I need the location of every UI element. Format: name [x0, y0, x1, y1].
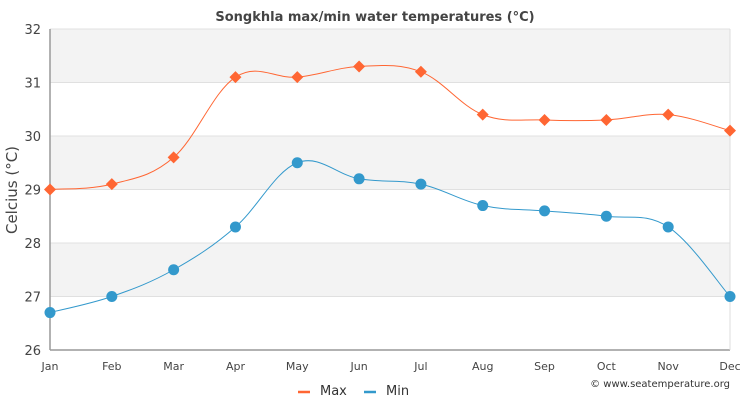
data-point-max[interactable]: [476, 108, 489, 121]
x-tick-label: Nov: [657, 360, 679, 373]
data-point-min[interactable]: [415, 178, 427, 190]
data-point-min[interactable]: [168, 264, 180, 276]
data-point-min[interactable]: [291, 157, 303, 169]
credit-text: © www.seatemperature.org: [590, 379, 730, 390]
data-point-max[interactable]: [44, 183, 56, 196]
plot-band: [50, 29, 730, 83]
plot-bands: [50, 29, 730, 297]
x-tick-label: May: [286, 360, 309, 373]
x-tick-label: Apr: [226, 360, 246, 373]
data-point-max[interactable]: [167, 151, 180, 164]
data-point-max[interactable]: [291, 71, 304, 84]
x-tick-label: Jun: [349, 360, 367, 373]
x-tick-label: Jan: [41, 360, 59, 373]
x-tick-label: Sep: [534, 360, 555, 373]
data-point-max[interactable]: [353, 60, 366, 73]
data-point-max[interactable]: [229, 71, 242, 84]
legend: Max Min: [298, 384, 409, 399]
y-tick-label: 27: [24, 291, 41, 306]
x-tick-label: Dec: [719, 360, 740, 373]
data-point-min[interactable]: [229, 221, 241, 233]
x-tick-label: Mar: [163, 360, 184, 373]
data-point-min[interactable]: [600, 210, 612, 222]
data-point-max[interactable]: [538, 113, 551, 126]
data-point-max[interactable]: [414, 65, 427, 78]
x-tick-label: Jul: [413, 360, 427, 373]
series-line-min: [49, 160, 731, 314]
plot-band: [50, 136, 730, 190]
data-point-max[interactable]: [105, 178, 118, 191]
data-point-max[interactable]: [662, 108, 675, 121]
chart-title: Songkhla max/min water temperatures (°C): [215, 10, 534, 25]
y-tick-label: 31: [24, 77, 41, 92]
data-point-min[interactable]: [724, 291, 736, 302]
y-axis-label: Celcius (°C): [3, 146, 21, 234]
legend-label: Max: [320, 384, 347, 399]
plot-band: [50, 243, 730, 297]
y-tick-label: 29: [24, 184, 41, 199]
x-tick-label: Oct: [597, 360, 617, 373]
y-tick-label: 30: [24, 130, 41, 145]
legend-label: Min: [386, 384, 409, 399]
x-tick-label: Feb: [102, 360, 121, 373]
data-point-min[interactable]: [44, 307, 56, 319]
y-tick-labels: 26 27 28 29 30 31 32: [24, 23, 41, 359]
data-point-min[interactable]: [477, 200, 489, 212]
data-point-max[interactable]: [600, 113, 613, 126]
legend-item-max[interactable]: Max: [298, 384, 347, 399]
y-tick-label: 26: [24, 344, 41, 359]
series-markers: [44, 60, 736, 319]
x-tick-labels: Jan Feb Mar Apr May Jun Jul Aug Sep Oct Nov Dec: [41, 360, 741, 373]
data-point-max[interactable]: [724, 124, 736, 137]
data-point-min[interactable]: [353, 173, 365, 185]
y-tick-label: 28: [24, 237, 41, 252]
data-point-min[interactable]: [662, 221, 674, 233]
x-tick-label: Aug: [472, 360, 493, 373]
y-tick-label: 32: [24, 23, 41, 38]
legend-item-min[interactable]: Min: [364, 384, 409, 399]
data-point-min[interactable]: [539, 205, 551, 217]
data-point-min[interactable]: [106, 291, 118, 302]
